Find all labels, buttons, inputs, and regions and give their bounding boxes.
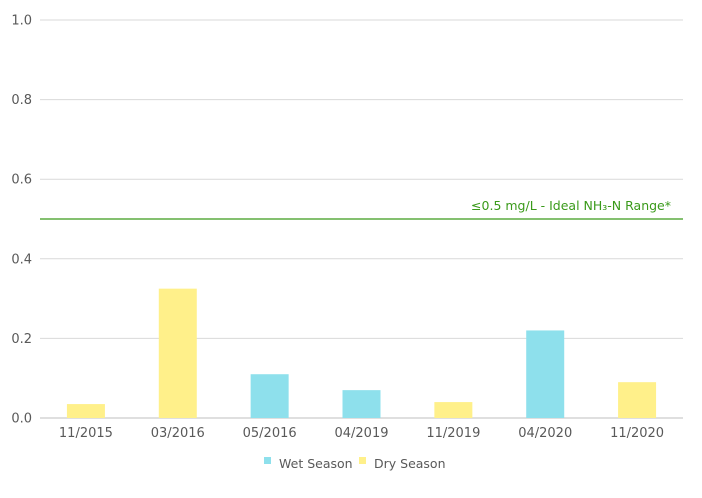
bars [66, 288, 657, 418]
y-tick-label: 0.4 [11, 252, 32, 267]
legend: Wet Season Dry Season [264, 456, 446, 471]
bar-04-2020 [526, 330, 565, 418]
x-axis-ticks: 11/2015 03/2016 05/2016 04/2019 11/2019 04/20… [59, 426, 664, 441]
legend-swatch-dry-season [359, 457, 366, 464]
y-tick-label: 0.8 [11, 93, 32, 108]
x-tick-label: 11/2019 [426, 426, 480, 441]
x-tick-label: 05/2016 [243, 426, 297, 441]
reference-line-label: ≤0.5 mg/L - Ideal NH₃-N Range* [471, 198, 671, 213]
bar-11-2015 [66, 404, 105, 418]
gridlines [40, 19, 683, 419]
legend-label-wet-season: Wet Season [279, 456, 353, 471]
x-tick-label: 04/2020 [518, 426, 572, 441]
y-axis-ticks: 0.0 0.2 0.4 0.6 0.8 1.0 [11, 14, 32, 427]
y-tick-label: 0.0 [11, 412, 32, 427]
x-tick-label: 03/2016 [151, 426, 205, 441]
legend-label-dry-season: Dry Season [374, 456, 446, 471]
y-tick-label: 0.6 [11, 173, 32, 188]
bar-11-2019 [434, 402, 473, 418]
legend-swatch-wet-season [264, 457, 271, 464]
reference-line-group: ≤0.5 mg/L - Ideal NH₃-N Range* [40, 198, 683, 220]
bar-04-2019 [342, 390, 381, 418]
x-tick-label: 11/2015 [59, 426, 113, 441]
bar-03-2016 [158, 288, 197, 418]
y-tick-label: 0.2 [11, 332, 32, 347]
x-tick-label: 11/2020 [610, 426, 664, 441]
bar-05-2016 [250, 374, 289, 418]
y-tick-label: 1.0 [11, 14, 32, 29]
x-tick-label: 04/2019 [334, 426, 388, 441]
bar-11-2020 [618, 382, 657, 418]
